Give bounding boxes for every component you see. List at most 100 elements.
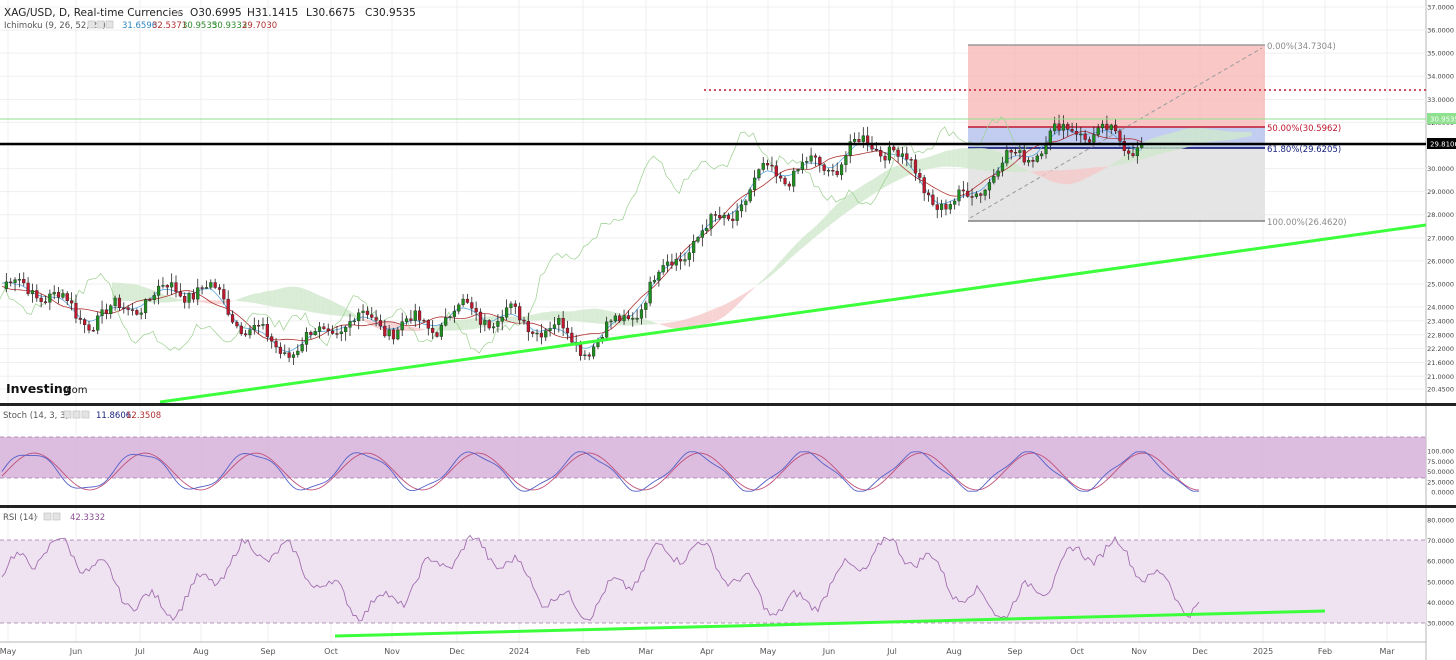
candle-body [183, 296, 187, 303]
candle-body [265, 324, 269, 337]
cloud-segment [768, 269, 774, 278]
cloud-segment [899, 163, 904, 180]
close-icon[interactable] [105, 20, 114, 29]
cloud-segment [1095, 167, 1100, 174]
candle-body [161, 285, 165, 287]
cloud-segment [529, 314, 534, 321]
stoch-settings-icon[interactable] [72, 410, 81, 419]
candle-body [709, 214, 713, 229]
cloud-segment [847, 192, 852, 212]
candle-body [117, 297, 122, 308]
candle-body [809, 155, 813, 162]
cloud-segment [1099, 166, 1104, 172]
cloud-segment [233, 299, 239, 301]
candle-body [935, 204, 939, 210]
stoch-eye-icon[interactable] [63, 410, 72, 419]
candle-body [252, 325, 256, 330]
cloud-segment [468, 318, 474, 330]
cloud-segment [781, 254, 787, 267]
candle-body [422, 320, 426, 322]
candle-body [961, 189, 965, 192]
candle-body [522, 319, 526, 322]
cloud-segment [1042, 170, 1048, 180]
header-collapse-icon[interactable]: ▾ [176, 8, 181, 19]
cloud-segment [1055, 170, 1061, 184]
cloud-segment [877, 173, 882, 192]
rsi-eye-icon[interactable] [43, 512, 52, 521]
candle-body [583, 354, 587, 357]
cloud-segment [1225, 131, 1230, 141]
cloud-segment [681, 319, 687, 329]
rsi-tick-label: 30.0000 [1427, 620, 1454, 628]
hline-price-label: 29.8106 [1430, 141, 1456, 149]
price-tick-label: 21.0000 [1427, 373, 1454, 381]
candle-body [491, 326, 496, 329]
candle-body [1109, 124, 1113, 130]
cloud-segment [1103, 166, 1109, 170]
candle-body [1113, 124, 1118, 132]
rsi-trendline[interactable] [334, 609, 1326, 638]
cloud-segment [351, 311, 356, 318]
ohlc-low: L30.6675 [306, 7, 355, 19]
eye-icon[interactable] [87, 20, 96, 29]
price-tick-label: 27.0000 [1427, 234, 1454, 242]
cloud-segment [860, 184, 865, 204]
price-trendline[interactable] [159, 223, 1427, 404]
stoch-close-icon[interactable] [81, 410, 90, 419]
cloud-segment [329, 299, 334, 316]
x-tick-label: 2025 [1253, 647, 1273, 656]
separator-1[interactable] [0, 403, 1456, 406]
candle-body [792, 170, 796, 187]
candle-body [696, 237, 700, 242]
candle-body [679, 259, 683, 262]
cloud-segment [281, 287, 286, 309]
cloud-segment [947, 150, 952, 167]
candle-body [722, 214, 726, 219]
candle-body [874, 148, 878, 151]
cloud-segment [812, 225, 817, 240]
candle-body [970, 196, 974, 198]
candle-body [783, 177, 787, 185]
cloud-segment [738, 294, 743, 304]
candle-body [987, 182, 992, 191]
cloud-segment [921, 157, 926, 171]
cloud-segment [1008, 157, 1013, 173]
candle-body [230, 314, 235, 323]
price-tick-label: 37.0000 [1427, 4, 1454, 12]
candle-body [178, 291, 182, 297]
cloud-segment [607, 310, 613, 325]
rsi-collapse-icon[interactable]: ▾ [34, 513, 38, 522]
cloud-segment [751, 286, 756, 291]
x-tick-label: Jul [886, 647, 897, 656]
cloud-segment [742, 291, 748, 300]
candle-body [731, 218, 735, 221]
candle-body [391, 329, 396, 340]
cloud-segment [446, 321, 452, 331]
candle-body [222, 289, 226, 300]
cloud-segment [1086, 167, 1091, 179]
fib-zone-upper [968, 45, 1265, 127]
candle-body [687, 252, 691, 260]
separator-2[interactable] [0, 505, 1456, 508]
settings-icon[interactable] [96, 20, 105, 29]
candle-body [761, 163, 765, 170]
cloud-segment [707, 309, 713, 324]
cloud-segment [960, 148, 965, 168]
candle-body [805, 161, 809, 163]
cloud-segment [286, 286, 291, 309]
candle-body [13, 279, 17, 283]
x-tick-label: Apr [700, 647, 715, 656]
x-tick-label: Jun [69, 647, 83, 656]
cloud-segment [255, 293, 260, 305]
cloud-segment [1038, 170, 1043, 178]
candle-body [557, 318, 561, 325]
rsi-settings-icon[interactable] [52, 512, 61, 521]
candle-body [857, 139, 861, 142]
ohlc-open: O30.6995 [190, 7, 242, 19]
rsi-tick-label: 60.0000 [1427, 558, 1454, 566]
ohlc-close: C30.9535 [365, 7, 416, 19]
cloud-segment [290, 286, 295, 310]
hline-price-tag [1427, 138, 1456, 149]
candle-body [870, 144, 874, 150]
cloud-segment [1212, 129, 1217, 142]
